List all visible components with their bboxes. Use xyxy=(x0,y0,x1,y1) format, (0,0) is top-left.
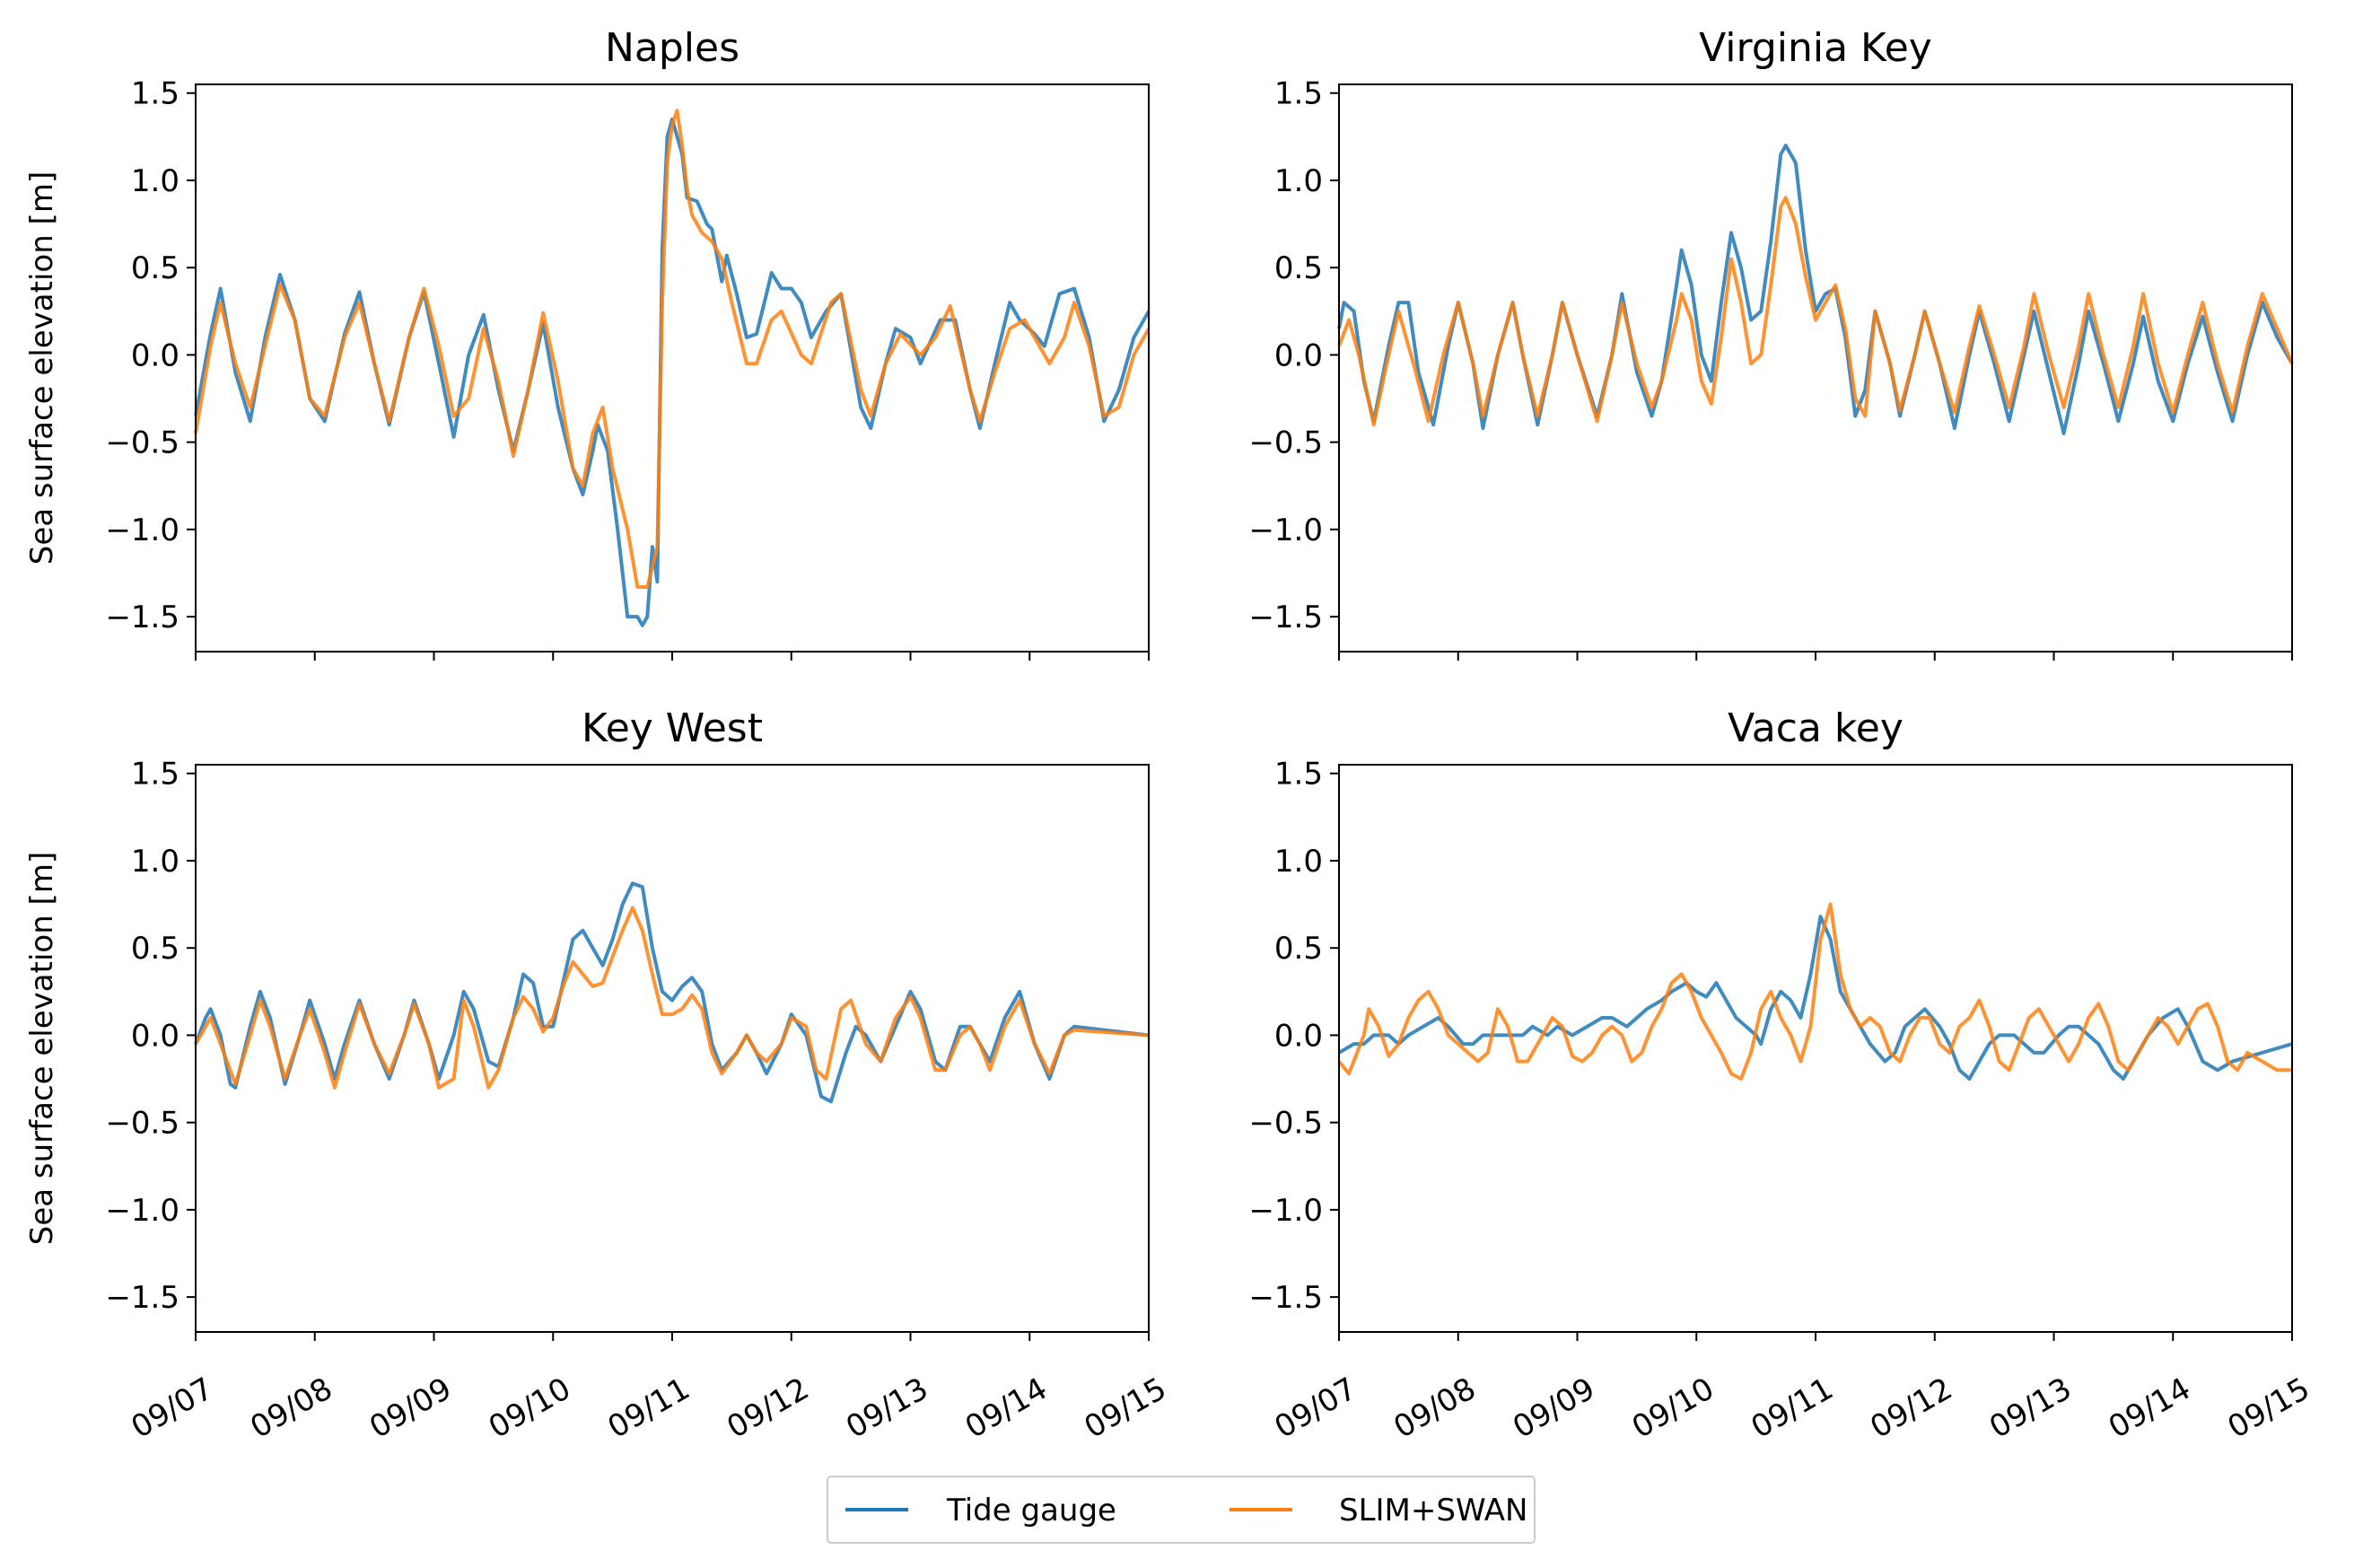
x-tick-label: 09/09 xyxy=(1507,1371,1601,1446)
x-tick-label: 09/15 xyxy=(1079,1371,1173,1446)
panel-vaca-key: Vaca key −1.5 −1.0 −0.5 0.0 0.5 1.0 1.5 09/07 09/… xyxy=(1248,705,2315,1446)
plot-frame xyxy=(195,764,1150,1333)
x-tick-label: 09/14 xyxy=(959,1371,1054,1446)
x-tick-label: 09/12 xyxy=(721,1371,815,1446)
series-line-tide-gauge xyxy=(1337,915,2293,1081)
y-tick-label: 0.0 xyxy=(1274,1018,1323,1054)
panel-title: Vaca key xyxy=(1728,705,1904,751)
y-axis-label: Sea surface elevation [m] xyxy=(24,171,60,565)
y-axis-label: Sea surface elevation [m] xyxy=(24,852,60,1245)
y-tick-label: 0.5 xyxy=(131,931,179,967)
y-tick-label: 1.5 xyxy=(131,757,179,793)
legend-frame xyxy=(827,1476,1536,1544)
x-tick-label: 09/08 xyxy=(1387,1371,1482,1446)
y-tick-label: 0.0 xyxy=(131,1018,179,1054)
y-tick-label: 0.5 xyxy=(1274,931,1323,967)
x-tick-label: 09/11 xyxy=(602,1371,696,1446)
panel-title: Key West xyxy=(582,705,763,751)
y-tick-label: 0.0 xyxy=(131,337,179,373)
y-tick-label: −1.0 xyxy=(1248,512,1323,548)
series-line-slim-swan xyxy=(194,109,1151,589)
x-tick-label: 09/08 xyxy=(244,1371,338,1446)
y-tick-label: −1.5 xyxy=(1248,1280,1323,1316)
y-tick-label: −1.0 xyxy=(105,1193,179,1229)
x-tick-label: 09/07 xyxy=(126,1371,220,1446)
panel-key-west: Key West −1.5 −1.0 −0.5 0.0 0.5 1.0 1.5 09/07 09/… xyxy=(24,705,1173,1446)
y-tick-label: 0.0 xyxy=(1274,337,1323,373)
y-tick-label: −0.5 xyxy=(105,425,179,461)
panel-virginia-key: Virginia Key −1.5 −1.0 −0.5 0.0 0.5 1.0 1.5 xyxy=(1248,25,2294,661)
series-line-tide-gauge xyxy=(194,117,1151,627)
y-tick-label: −1.0 xyxy=(1248,1193,1323,1229)
series-line-tide-gauge xyxy=(194,881,1150,1104)
y-tick-label: 1.5 xyxy=(131,76,179,112)
y-tick-label: 1.5 xyxy=(1274,757,1323,793)
legend: Tide gauge SLIM+SWAN xyxy=(827,1476,1536,1544)
y-tick-label: −1.5 xyxy=(105,600,179,635)
series-line-slim-swan xyxy=(1337,196,2294,427)
y-tick-label: −0.5 xyxy=(1248,1106,1323,1142)
y-tick-label: 1.5 xyxy=(1274,76,1323,112)
x-tick-label: 09/13 xyxy=(1983,1371,2078,1446)
y-tick-label: −0.5 xyxy=(1248,425,1323,461)
y-tick-label: 1.0 xyxy=(1274,844,1323,880)
panels: Naples −1.5 −1.0 −0.5 0.0 0.5 1.0 1.5 Sea surfac… xyxy=(24,25,2316,1446)
x-tick-label: 09/15 xyxy=(2222,1371,2316,1446)
panel-title: Virginia Key xyxy=(1699,25,1932,71)
series-line-slim-swan xyxy=(194,906,1150,1090)
y-tick-label: 1.0 xyxy=(1274,163,1323,199)
legend-label-tide-gauge: Tide gauge xyxy=(946,1493,1116,1529)
series-line-slim-swan xyxy=(1337,902,2292,1081)
panel-naples: Naples −1.5 −1.0 −0.5 0.0 0.5 1.0 1.5 Sea surfac… xyxy=(24,25,1151,661)
y-tick-label: 0.5 xyxy=(131,250,179,286)
x-tick-label: 09/13 xyxy=(840,1371,934,1446)
x-tick-label: 09/10 xyxy=(483,1371,577,1446)
x-tick-label: 09/11 xyxy=(1746,1371,1840,1446)
x-tick-label: 09/07 xyxy=(1269,1371,1363,1446)
series-line-tide-gauge xyxy=(1337,144,2294,435)
legend-label-slim-swan: SLIM+SWAN xyxy=(1339,1493,1527,1529)
plot-frame xyxy=(1338,764,2293,1333)
y-tick-label: −1.5 xyxy=(1248,600,1323,635)
plot-frame xyxy=(1338,83,2293,653)
y-tick-label: 0.5 xyxy=(1274,250,1323,286)
y-tick-label: −0.5 xyxy=(105,1106,179,1142)
x-tick-label: 09/10 xyxy=(1626,1371,1720,1446)
y-tick-label: −1.0 xyxy=(105,512,179,548)
x-tick-label: 09/14 xyxy=(2103,1371,2197,1446)
y-tick-label: 1.0 xyxy=(131,163,179,199)
panel-title: Naples xyxy=(605,25,740,71)
x-tick-label: 09/12 xyxy=(1864,1371,1958,1446)
y-tick-label: −1.5 xyxy=(105,1280,179,1316)
x-tick-label: 09/09 xyxy=(363,1371,458,1446)
y-tick-label: 1.0 xyxy=(131,844,179,880)
